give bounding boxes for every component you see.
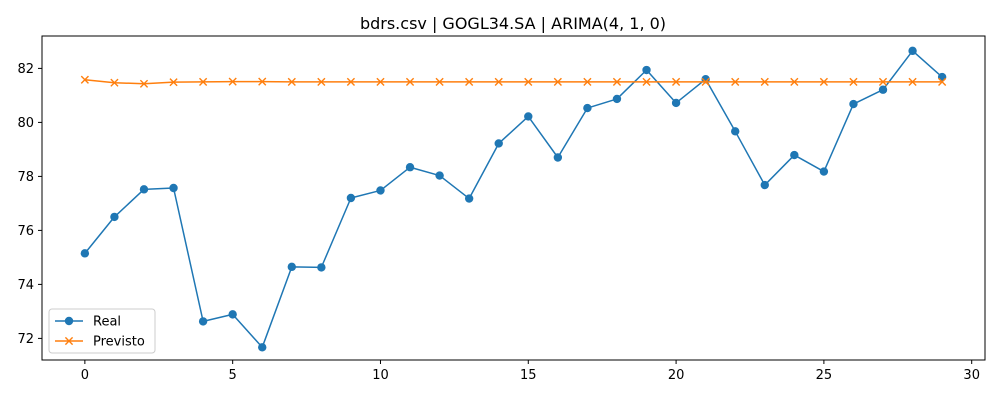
data-point-previsto: [849, 77, 858, 86]
data-point-real: [258, 343, 267, 352]
data-point-real: [494, 139, 503, 148]
data-point-previsto: [878, 77, 888, 86]
data-point-real: [464, 194, 474, 203]
y-tick-label: 80: [17, 116, 34, 131]
plot-frame: [41, 35, 986, 361]
x-tick-label: 15: [520, 368, 537, 383]
series-line-real: [84, 50, 943, 349]
data-point-real: [169, 183, 178, 193]
series-real: [80, 46, 947, 352]
data-point-previsto: [346, 77, 356, 86]
data-point-real: [553, 153, 563, 162]
data-point-real: [198, 317, 208, 326]
data-point-real: [317, 263, 326, 272]
data-point-real: [937, 72, 947, 82]
y-tick-label: 78: [17, 170, 34, 185]
data-point-previsto: [376, 77, 385, 86]
data-point-real: [642, 65, 651, 75]
data-point-real: [110, 212, 119, 222]
data-point-previsto: [760, 77, 769, 86]
data-point-previsto: [435, 77, 444, 86]
data-point-real: [405, 163, 415, 172]
data-point-previsto: [258, 77, 267, 86]
legend-label-previsto: Previsto: [93, 335, 145, 350]
y-tick-label: 82: [17, 62, 34, 77]
x-tick-label: 25: [816, 368, 833, 383]
data-point-previsto: [494, 77, 503, 86]
data-point-real: [287, 262, 296, 272]
data-point-previsto: [671, 77, 681, 86]
data-point-previsto: [612, 77, 622, 86]
data-point-previsto: [524, 77, 533, 86]
data-point-real: [80, 249, 90, 258]
data-point-previsto: [169, 78, 178, 87]
data-point-real: [346, 193, 356, 203]
legend-marker-previsto: [64, 336, 74, 346]
data-point-previsto: [819, 77, 828, 86]
data-point-previsto: [317, 77, 326, 86]
chart-title: bdrs.csv | GOGL34.SA | ARIMA(4, 1, 0): [360, 14, 666, 33]
data-point-previsto: [938, 77, 947, 86]
data-point-previsto: [731, 77, 740, 86]
series-layer: [80, 46, 947, 352]
x-tick-label: 5: [229, 368, 237, 383]
series-line-previsto: [84, 78, 943, 85]
axis-ticks: 0 5 10 15 20 25 30 72 74 76 78 80 82: [17, 62, 980, 383]
y-tick-label: 74: [17, 278, 34, 293]
data-point-previsto: [583, 77, 592, 86]
data-point-previsto: [228, 77, 237, 86]
data-point-previsto: [790, 77, 799, 86]
data-point-previsto: [642, 77, 651, 86]
legend: Real Previsto: [48, 308, 156, 354]
x-tick-label: 10: [372, 368, 389, 383]
data-point-real: [228, 310, 237, 319]
data-point-previsto: [139, 79, 149, 88]
legend-box: [48, 308, 156, 354]
y-tick-label: 72: [17, 332, 34, 347]
data-point-real: [139, 185, 149, 194]
y-tick-label: 76: [17, 224, 34, 239]
data-point-previsto: [199, 77, 208, 86]
x-tick-label: 30: [963, 368, 980, 383]
data-point-previsto: [701, 77, 710, 86]
data-point-previsto: [287, 77, 296, 86]
data-point-real: [849, 99, 858, 109]
data-point-previsto: [553, 77, 562, 86]
legend-label-real: Real: [93, 315, 121, 330]
data-point-real: [376, 186, 385, 195]
data-point-real: [435, 171, 444, 180]
data-point-real: [760, 180, 769, 190]
data-point-previsto: [908, 77, 917, 86]
data-point-real: [819, 167, 829, 176]
data-point-real: [583, 103, 592, 113]
data-point-real: [524, 112, 533, 121]
data-point-real: [731, 127, 740, 136]
data-point-real: [878, 85, 888, 94]
x-tick-label: 0: [81, 368, 89, 383]
data-point-real: [671, 98, 681, 108]
data-point-previsto: [80, 75, 89, 84]
data-point-real: [908, 46, 917, 56]
legend-marker-real: [64, 316, 74, 326]
series-previsto: [80, 75, 947, 88]
x-tick-label: 20: [668, 368, 685, 383]
data-point-real: [790, 150, 799, 160]
data-point-previsto: [465, 77, 474, 86]
data-point-previsto: [110, 78, 119, 87]
data-point-real: [612, 94, 622, 104]
data-point-previsto: [405, 77, 415, 86]
